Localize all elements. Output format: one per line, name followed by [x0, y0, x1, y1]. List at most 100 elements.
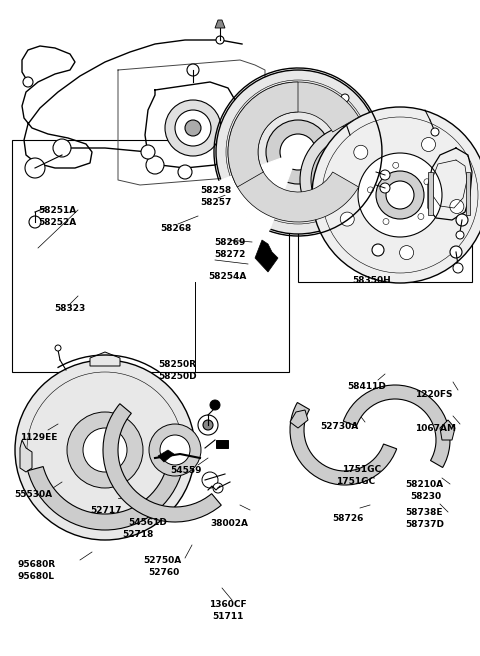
Circle shape [368, 187, 373, 193]
Circle shape [141, 145, 155, 159]
Text: 52760: 52760 [148, 568, 179, 577]
Circle shape [453, 263, 463, 273]
Text: 58257: 58257 [200, 198, 231, 207]
Circle shape [25, 158, 45, 178]
Text: 52750A: 52750A [143, 556, 181, 565]
Circle shape [149, 424, 201, 476]
Circle shape [376, 171, 424, 219]
Text: 58230: 58230 [410, 492, 441, 501]
Circle shape [386, 181, 414, 209]
Circle shape [213, 483, 223, 493]
Circle shape [210, 400, 220, 410]
Circle shape [354, 145, 368, 159]
Circle shape [202, 472, 218, 488]
Text: 58250D: 58250D [158, 372, 197, 381]
Circle shape [187, 64, 199, 76]
Circle shape [175, 110, 211, 146]
Circle shape [424, 179, 430, 185]
Circle shape [323, 155, 331, 163]
Circle shape [165, 100, 221, 156]
Circle shape [393, 162, 399, 169]
Wedge shape [103, 403, 221, 522]
Circle shape [300, 125, 410, 235]
Text: 58254A: 58254A [208, 272, 246, 281]
Bar [298, 152, 472, 282]
Circle shape [372, 244, 384, 256]
Circle shape [23, 77, 33, 87]
Polygon shape [90, 352, 120, 366]
Circle shape [312, 107, 480, 283]
Text: 55530A: 55530A [14, 490, 52, 499]
Wedge shape [228, 82, 298, 187]
Circle shape [311, 136, 399, 224]
Text: 58737D: 58737D [405, 520, 444, 529]
Text: 58251A: 58251A [38, 206, 76, 215]
Text: 58268: 58268 [160, 224, 191, 233]
Polygon shape [158, 450, 174, 462]
Text: 54561D: 54561D [128, 518, 167, 527]
Text: 58323: 58323 [54, 304, 85, 313]
Text: 58210A: 58210A [405, 480, 443, 489]
Circle shape [160, 435, 190, 465]
Circle shape [55, 345, 61, 351]
Text: 52717: 52717 [90, 506, 121, 515]
Polygon shape [255, 240, 278, 272]
Wedge shape [28, 466, 182, 530]
Text: 1067AM: 1067AM [415, 424, 456, 433]
Circle shape [380, 183, 390, 193]
Circle shape [341, 94, 349, 102]
Text: 51711: 51711 [212, 612, 244, 621]
Polygon shape [216, 440, 228, 448]
Text: 58250R: 58250R [158, 360, 196, 369]
Wedge shape [343, 385, 450, 468]
Circle shape [380, 170, 390, 180]
Text: 95680R: 95680R [18, 560, 56, 569]
Circle shape [421, 138, 435, 152]
Circle shape [178, 165, 192, 179]
Circle shape [15, 360, 195, 540]
Circle shape [53, 139, 71, 157]
Text: 58411D: 58411D [347, 382, 386, 391]
Circle shape [450, 199, 464, 213]
Circle shape [266, 120, 330, 184]
Circle shape [362, 143, 370, 151]
Circle shape [185, 120, 201, 136]
Text: 1129EE: 1129EE [20, 433, 58, 442]
Circle shape [203, 420, 213, 430]
Circle shape [219, 156, 237, 174]
Circle shape [456, 231, 464, 239]
Polygon shape [290, 410, 308, 428]
Circle shape [198, 415, 218, 435]
Circle shape [400, 245, 414, 260]
Circle shape [343, 168, 367, 192]
Circle shape [280, 134, 316, 170]
Circle shape [386, 176, 394, 184]
Text: 58272: 58272 [214, 250, 245, 259]
Text: 1751GC: 1751GC [342, 465, 381, 474]
Circle shape [216, 70, 380, 234]
Text: 1751GC: 1751GC [336, 477, 375, 486]
Wedge shape [219, 152, 298, 231]
Circle shape [450, 246, 462, 258]
Text: 1220FS: 1220FS [415, 390, 453, 399]
Wedge shape [290, 403, 396, 485]
Polygon shape [466, 172, 470, 215]
Text: 52730A: 52730A [320, 422, 358, 431]
Text: 58738E: 58738E [405, 508, 443, 517]
Circle shape [29, 216, 41, 228]
Circle shape [146, 156, 164, 174]
Circle shape [323, 197, 331, 205]
Circle shape [340, 212, 354, 226]
Circle shape [83, 428, 127, 472]
Text: 58726: 58726 [332, 514, 363, 523]
Text: 58258: 58258 [200, 186, 231, 195]
Circle shape [431, 128, 439, 136]
Text: 58252A: 58252A [38, 218, 76, 227]
Polygon shape [428, 172, 433, 215]
Text: 95680L: 95680L [18, 572, 55, 581]
Circle shape [456, 214, 468, 226]
Circle shape [383, 218, 389, 224]
Text: 58269: 58269 [214, 238, 245, 247]
Text: 52718: 52718 [122, 530, 154, 539]
Polygon shape [20, 440, 32, 472]
